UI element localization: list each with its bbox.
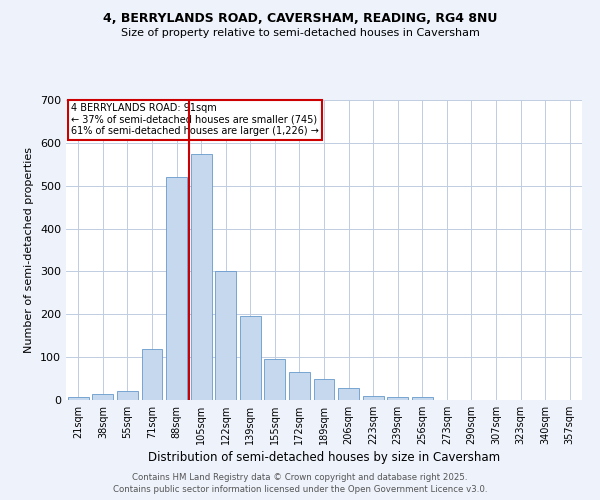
Bar [412, 397, 433, 400]
Bar [265, 360, 286, 400]
Bar [166, 177, 187, 400]
Bar [289, 372, 310, 400]
Bar [362, 396, 383, 400]
Bar [387, 396, 408, 400]
Bar [240, 316, 261, 400]
Y-axis label: Number of semi-detached properties: Number of semi-detached properties [25, 147, 34, 353]
X-axis label: Distribution of semi-detached houses by size in Caversham: Distribution of semi-detached houses by … [148, 451, 500, 464]
Bar [191, 154, 212, 400]
Bar [314, 378, 334, 400]
Bar [338, 388, 359, 400]
Bar [117, 392, 138, 400]
Text: Contains HM Land Registry data © Crown copyright and database right 2025.: Contains HM Land Registry data © Crown c… [132, 472, 468, 482]
Bar [142, 348, 163, 400]
Text: 4, BERRYLANDS ROAD, CAVERSHAM, READING, RG4 8NU: 4, BERRYLANDS ROAD, CAVERSHAM, READING, … [103, 12, 497, 26]
Text: Contains public sector information licensed under the Open Government Licence v3: Contains public sector information licen… [113, 485, 487, 494]
Text: Size of property relative to semi-detached houses in Caversham: Size of property relative to semi-detach… [121, 28, 479, 38]
Bar [92, 394, 113, 400]
Bar [68, 397, 89, 400]
Bar [215, 272, 236, 400]
Text: 4 BERRYLANDS ROAD: 91sqm
← 37% of semi-detached houses are smaller (745)
61% of : 4 BERRYLANDS ROAD: 91sqm ← 37% of semi-d… [71, 103, 319, 136]
